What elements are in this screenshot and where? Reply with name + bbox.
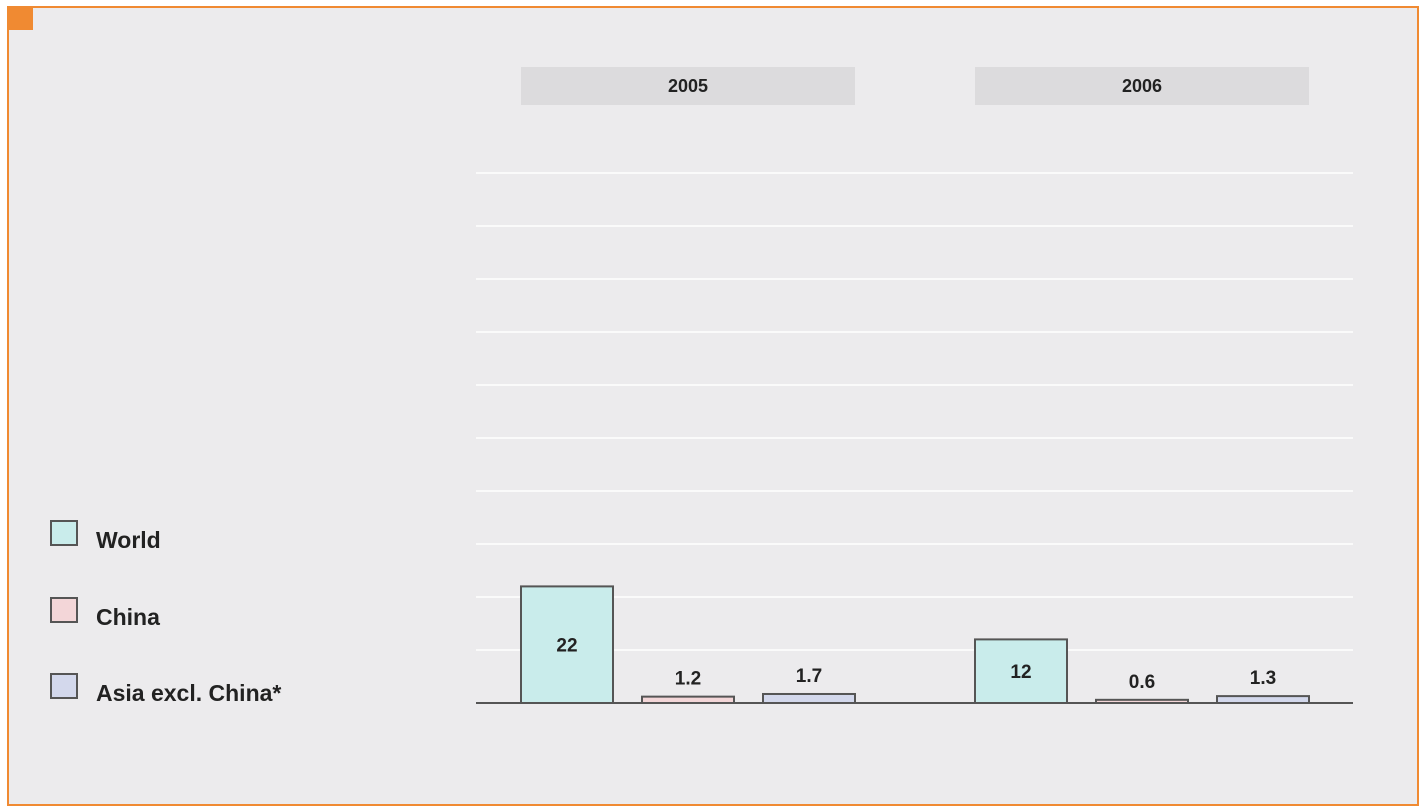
category-header-band xyxy=(521,67,855,105)
corner-marker xyxy=(7,6,33,30)
bar xyxy=(1216,695,1310,704)
data-label: 0.6 xyxy=(1129,672,1155,693)
bar xyxy=(520,585,614,705)
data-label: 22 xyxy=(556,636,577,657)
legend-label-world: World xyxy=(96,527,161,553)
legend-item-world: World xyxy=(50,519,161,554)
legend-label-asia-excl-china: Asia excl. China* xyxy=(96,680,282,706)
category-header-band xyxy=(975,67,1309,105)
legend-swatch-china xyxy=(50,596,78,623)
legend-item-china: China xyxy=(50,596,160,631)
data-label: 1.7 xyxy=(796,666,822,687)
chart-frame xyxy=(7,6,1419,806)
legend-label-china: China xyxy=(96,604,160,630)
data-label: 12 xyxy=(1010,662,1031,683)
category-label: 2006 xyxy=(1122,76,1162,96)
bar xyxy=(762,692,856,704)
legend-swatch-asia-excl-china xyxy=(50,672,78,699)
data-label: 1.3 xyxy=(1250,668,1276,689)
data-label: 1.2 xyxy=(675,669,701,690)
legend-swatch-world xyxy=(50,519,78,546)
legend-item-asia-excl-china: Asia excl. China* xyxy=(50,672,282,707)
category-label: 2005 xyxy=(668,76,708,96)
bar xyxy=(974,638,1068,705)
